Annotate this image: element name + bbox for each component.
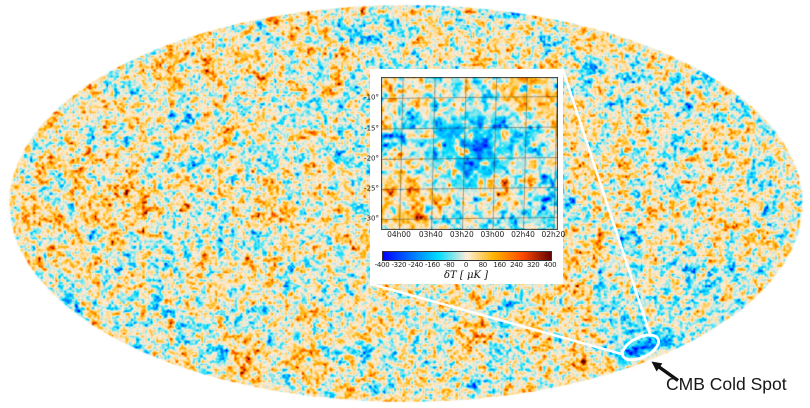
colorbar-tick: 0 xyxy=(463,261,469,269)
colorbar-tick: 80 xyxy=(478,261,488,269)
inset-ytick: -10° xyxy=(364,93,379,102)
colorbar-label: δT [ μK ] xyxy=(444,270,488,281)
inset-xtick: 03h00 xyxy=(480,230,505,239)
colorbar-gradient xyxy=(382,251,552,261)
inset-xtick: 02h20 xyxy=(541,230,566,239)
inset-panel: -10° -15° -20° -25° -30° 04h00 03h40 03h… xyxy=(364,69,565,284)
inset-xtick: 02h40 xyxy=(511,230,535,239)
inset-ytick: -25° xyxy=(364,184,379,193)
colorbar-tick: -400 xyxy=(374,261,390,269)
colorbar-tick: -320 xyxy=(391,261,407,269)
inset-ytick: -15° xyxy=(364,124,379,132)
inset-xtick: 03h20 xyxy=(449,230,474,239)
colorbar-tick: -240 xyxy=(408,261,423,269)
colorbar-tick: 160 xyxy=(493,261,506,269)
colorbar-tick: -80 xyxy=(443,261,455,269)
inset-ytick: -30° xyxy=(364,214,379,223)
coldspot-label: CMB Cold Spot xyxy=(666,374,787,394)
inset-xtick: 03h40 xyxy=(418,230,443,239)
colorbar-tick: -160 xyxy=(425,261,440,269)
inset-xtick: 04h00 xyxy=(387,230,411,239)
colorbar-tick: 240 xyxy=(510,261,523,269)
colorbar-tick: 400 xyxy=(543,261,557,269)
inset-coldspot-map xyxy=(381,77,558,230)
inset-ytick: -20° xyxy=(364,154,379,163)
colorbar-tick: 320 xyxy=(526,261,540,269)
